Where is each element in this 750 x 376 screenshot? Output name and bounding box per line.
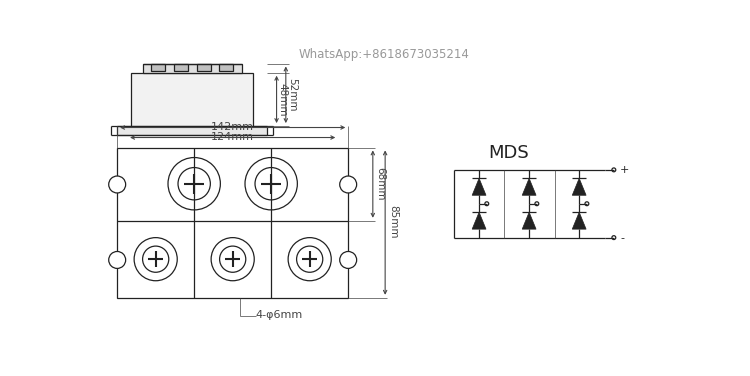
Bar: [131, 73, 254, 126]
Text: WhatsApp:+8618673035214: WhatsApp:+8618673035214: [299, 48, 470, 61]
Text: 142mm: 142mm: [211, 122, 254, 132]
Text: 85mm: 85mm: [388, 205, 398, 239]
Circle shape: [612, 236, 616, 240]
Circle shape: [484, 202, 489, 206]
Circle shape: [535, 202, 538, 206]
Text: 68mm: 68mm: [376, 167, 386, 200]
Bar: [117, 126, 267, 135]
Text: MDS: MDS: [488, 144, 529, 162]
Circle shape: [296, 246, 322, 272]
Polygon shape: [572, 178, 586, 195]
Text: +: +: [620, 165, 629, 175]
Polygon shape: [522, 178, 536, 195]
Circle shape: [168, 158, 220, 210]
Circle shape: [134, 238, 177, 281]
Circle shape: [178, 168, 210, 200]
Circle shape: [109, 176, 126, 193]
Circle shape: [288, 238, 332, 281]
Text: 48mm: 48mm: [278, 83, 288, 116]
Circle shape: [245, 158, 297, 210]
Circle shape: [211, 238, 254, 281]
Circle shape: [340, 252, 357, 268]
Bar: [196, 64, 211, 71]
Circle shape: [220, 246, 246, 272]
Bar: [219, 64, 233, 71]
Text: 52mm: 52mm: [287, 78, 297, 112]
Circle shape: [612, 168, 616, 172]
Text: 4-φ6mm: 4-φ6mm: [255, 309, 302, 320]
Polygon shape: [472, 212, 486, 229]
Polygon shape: [472, 178, 486, 195]
Circle shape: [585, 202, 589, 206]
Bar: [142, 64, 242, 73]
Circle shape: [255, 168, 287, 200]
Polygon shape: [522, 212, 536, 229]
Bar: [174, 64, 188, 71]
Circle shape: [340, 176, 357, 193]
Bar: [152, 64, 165, 71]
Circle shape: [109, 252, 126, 268]
Text: 124mm: 124mm: [211, 132, 254, 142]
Bar: [117, 147, 348, 298]
Polygon shape: [572, 212, 586, 229]
Circle shape: [142, 246, 169, 272]
Text: -: -: [620, 233, 624, 243]
